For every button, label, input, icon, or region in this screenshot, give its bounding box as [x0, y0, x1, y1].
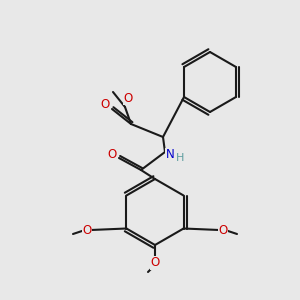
Text: O: O	[123, 92, 133, 104]
Text: O: O	[100, 98, 109, 112]
Text: N: N	[166, 148, 174, 161]
Text: O: O	[150, 256, 160, 269]
Text: O: O	[107, 148, 117, 160]
Text: O: O	[218, 224, 228, 236]
Text: H: H	[176, 153, 184, 163]
Text: O: O	[82, 224, 91, 236]
